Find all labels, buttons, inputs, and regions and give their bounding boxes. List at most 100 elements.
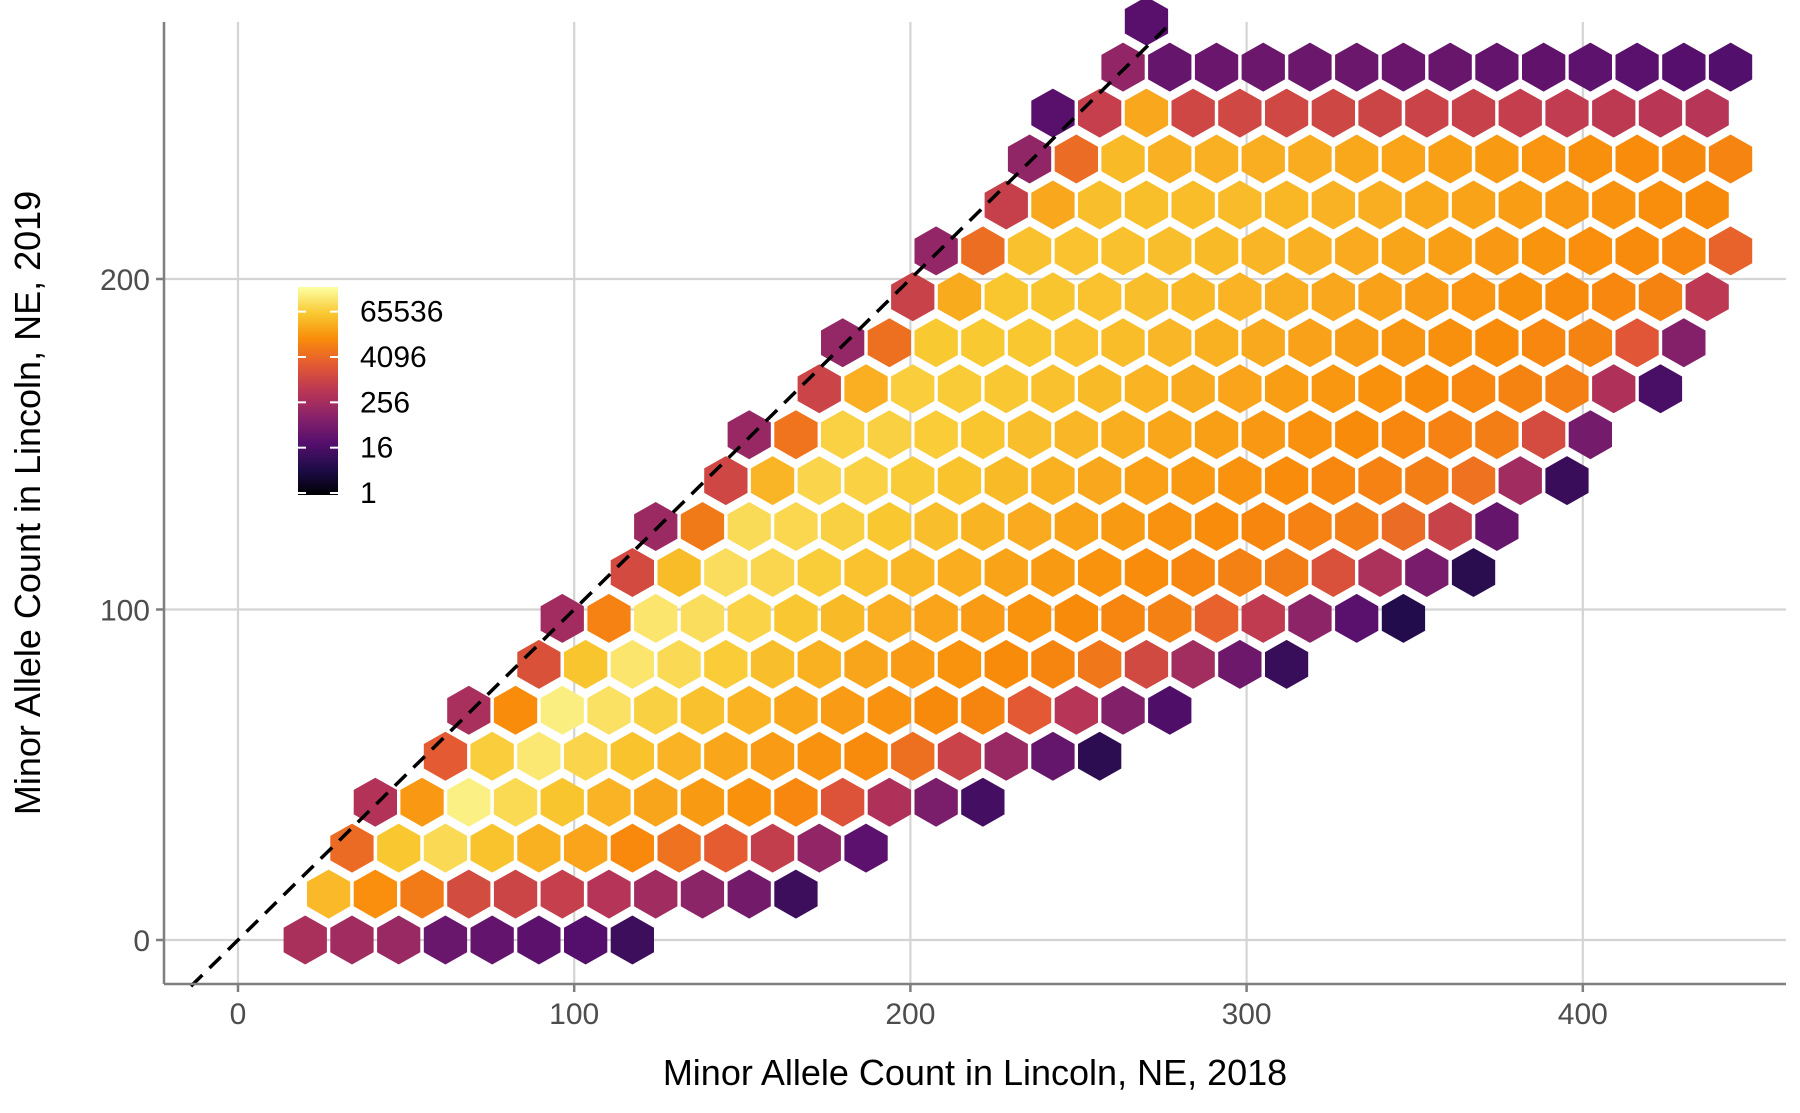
- hex-bin: [1498, 364, 1542, 414]
- hex-bin: [774, 869, 818, 919]
- hex-bin: [1381, 134, 1426, 184]
- hex-bin: [470, 915, 514, 965]
- hex-bin: [774, 593, 818, 643]
- hex-bin: [1522, 134, 1566, 184]
- y-tick-label: 100: [100, 595, 150, 628]
- hex-bin: [1568, 134, 1612, 184]
- hex-bin: [1007, 685, 1052, 735]
- hex-bin: [1451, 180, 1496, 230]
- hex-bin: [610, 639, 654, 689]
- hex-bin: [680, 869, 725, 919]
- hex-bin: [517, 823, 561, 873]
- hex-bin: [1124, 639, 1169, 689]
- hex-bin: [961, 777, 1005, 827]
- hex-bin: [1498, 88, 1542, 138]
- hex-bin: [984, 548, 1028, 597]
- hex-bin: [1615, 42, 1659, 92]
- hex-bin: [704, 731, 748, 781]
- hex-bin: [1101, 502, 1145, 551]
- hex-bin: [821, 685, 865, 735]
- hex-bin: [1545, 364, 1589, 414]
- hex-bin: [1685, 180, 1729, 230]
- hex-bin: [377, 823, 421, 873]
- hex-bin: [891, 731, 935, 781]
- hex-bin: [1311, 364, 1355, 414]
- y-tick-label: 200: [100, 264, 150, 297]
- hex-bin: [1194, 226, 1239, 276]
- hex-bin: [1568, 318, 1612, 368]
- hex-bin: [540, 777, 584, 827]
- hex-bin: [961, 685, 1005, 735]
- hex-bin: [1685, 272, 1729, 322]
- hex-bin: [914, 593, 958, 643]
- hex-bin: [1124, 456, 1169, 506]
- hex-bin: [750, 456, 795, 506]
- hex-bin: [470, 823, 514, 873]
- hex-bin: [1335, 226, 1379, 276]
- hex-bin: [774, 685, 818, 735]
- hex-bin: [1265, 548, 1309, 597]
- hex-bin: [1358, 272, 1402, 322]
- hex-bin: [1124, 180, 1169, 230]
- hex-bin: [1171, 364, 1215, 414]
- hex-bin: [1194, 42, 1239, 92]
- hex-bin: [680, 777, 725, 827]
- hex-bin: [1358, 456, 1402, 506]
- hex-bin: [1405, 364, 1449, 414]
- hex-bin: [517, 731, 561, 781]
- hex-bin: [1335, 42, 1379, 92]
- hex-bin: [1405, 272, 1449, 322]
- hex-bin: [1498, 456, 1542, 506]
- hex-bin: [867, 502, 911, 551]
- hex-bin: [821, 502, 865, 551]
- hex-bin: [1638, 88, 1683, 138]
- hex-bin: [1638, 180, 1683, 230]
- hex-bin: [961, 318, 1005, 368]
- hex-bin: [1148, 593, 1192, 643]
- hex-bin: [914, 502, 958, 551]
- hex-bin: [1592, 272, 1636, 322]
- hex-bin: [891, 639, 935, 689]
- hex-bin: [1335, 318, 1379, 368]
- hex-bin: [844, 548, 888, 597]
- hex-bin: [984, 456, 1028, 506]
- hex-bin: [400, 869, 444, 919]
- hex-bin: [1031, 180, 1075, 230]
- hex-bin: [1171, 548, 1215, 597]
- hex-bin: [377, 915, 421, 965]
- hex-bin: [1545, 88, 1589, 138]
- hex-bin: [634, 777, 678, 827]
- hex-bin: [1031, 639, 1075, 689]
- hex-bin: [564, 639, 608, 689]
- hex-bin: [1078, 639, 1122, 689]
- hex-bin: [1241, 318, 1285, 368]
- hex-bin: [1288, 42, 1332, 92]
- hex-bin: [564, 731, 608, 781]
- hex-bin: [750, 823, 795, 873]
- hex-bin: [1545, 180, 1589, 230]
- hex-bin: [1428, 318, 1472, 368]
- x-tick-label: 100: [549, 998, 599, 1031]
- hex-bin: [844, 456, 888, 506]
- hex-bin: [1358, 364, 1402, 414]
- hex-bin: [1381, 42, 1426, 92]
- hex-bin: [1241, 410, 1285, 460]
- hex-bin: [727, 685, 771, 735]
- hex-bin: [1428, 502, 1472, 551]
- hex-bin: [1265, 639, 1309, 689]
- hex-bin: [1428, 42, 1472, 92]
- hex-bin: [1288, 226, 1332, 276]
- hex-bin: [657, 548, 701, 597]
- x-tick-label: 300: [1222, 998, 1272, 1031]
- hex-bin: [774, 502, 818, 551]
- y-tick-label: 0: [133, 925, 150, 958]
- hex-bin: [1078, 731, 1122, 781]
- hex-bin: [727, 593, 771, 643]
- hex-bin: [1311, 548, 1355, 597]
- hex-bin: [1265, 364, 1309, 414]
- hex-bin: [774, 777, 818, 827]
- legend-label: 4096: [360, 341, 427, 374]
- hex-bin: [1124, 364, 1169, 414]
- hex-bin: [1381, 318, 1426, 368]
